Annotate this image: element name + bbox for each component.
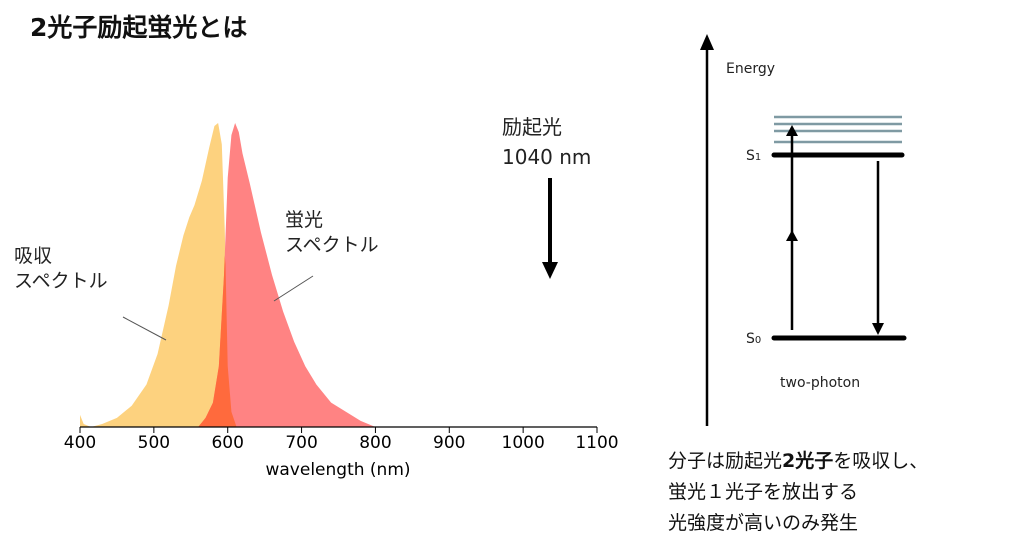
emission-label-line2: スペクトル: [285, 234, 379, 256]
absorption-label-line2: スペクトル: [14, 270, 108, 292]
absorption-label: 吸収 スペクトル: [14, 244, 108, 294]
x-tick-label: 1100: [575, 433, 618, 453]
absorption-spectrum-area: [80, 123, 237, 427]
absorption-label-line1: 吸収: [14, 245, 53, 267]
excitation-arrow-icon: [542, 262, 558, 279]
explanation-text: 分子は励起光2光子を吸収し、 蛍光１光子を放出する 光強度が高いのみ発生: [668, 446, 928, 539]
caption-line1: 分子は励起光2光子を吸収し、: [668, 450, 929, 472]
x-tick-label: 900: [433, 433, 465, 453]
x-tick-label: 700: [285, 433, 317, 453]
energy-label: Energy: [726, 61, 775, 77]
emission-spectrum-area: [198, 123, 376, 427]
x-tick-label: 400: [64, 433, 96, 453]
energy-diagram: Energy S1 S0 two-photon: [700, 34, 907, 426]
s1-label: S1: [746, 148, 761, 164]
photon1-arrowhead-icon: [786, 125, 798, 136]
s0-label: S0: [746, 331, 761, 347]
spectrum-overlap-area: [198, 255, 237, 427]
two-photon-label: two-photon: [780, 375, 860, 391]
x-tick-label: 500: [138, 433, 170, 453]
emission-label: 蛍光 スペクトル: [285, 208, 379, 258]
slide-title: 2光子励起蛍光とは: [30, 13, 248, 42]
emission-arrowhead-icon: [872, 323, 884, 335]
x-tick-label: 600: [211, 433, 243, 453]
x-tick-label: 800: [359, 433, 391, 453]
spectrum-chart: 400 500 600 700 800 900 1000 1100 wavelength (n…: [64, 123, 619, 480]
excitation-wavelength: 1040 nm: [502, 145, 592, 169]
photon2-arrowhead-icon: [786, 230, 798, 241]
energy-axis-arrow-icon: [700, 34, 714, 50]
excitation-label: 励起光 1040 nm: [502, 112, 591, 172]
x-tick-label: 1000: [502, 433, 545, 453]
x-axis-label: wavelength (nm): [265, 460, 410, 480]
absorption-leader-line: [122, 316, 167, 341]
caption-line3: 光強度が高いのみ発生: [668, 512, 859, 534]
caption-line2: 蛍光１光子を放出する: [668, 481, 859, 503]
emission-label-line1: 蛍光: [285, 209, 324, 231]
emission-leader-line: [273, 275, 314, 302]
vibrational-levels: [774, 115, 902, 144]
excitation-label-text: 励起光: [502, 115, 562, 139]
